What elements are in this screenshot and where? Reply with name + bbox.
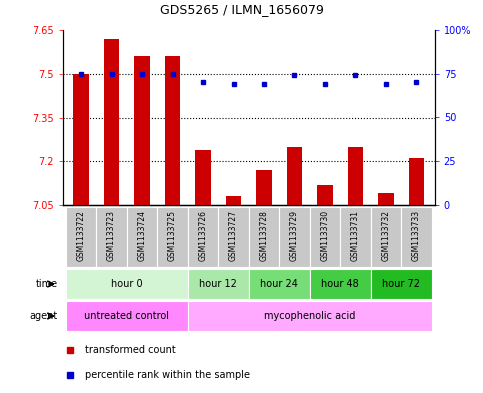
Bar [226, 196, 241, 205]
Bar [370, 207, 401, 267]
Bar [188, 207, 218, 267]
Text: untreated control: untreated control [85, 311, 170, 321]
Text: GSM1133722: GSM1133722 [77, 210, 85, 261]
Text: time: time [36, 279, 58, 289]
Text: hour 0: hour 0 [111, 279, 142, 289]
Bar [370, 269, 432, 299]
Text: GSM1133723: GSM1133723 [107, 210, 116, 261]
Bar [73, 74, 89, 205]
Bar [66, 269, 188, 299]
Bar [134, 56, 150, 205]
Text: GSM1133733: GSM1133733 [412, 210, 421, 261]
Bar [157, 207, 188, 267]
Bar [66, 301, 188, 331]
Text: GSM1133725: GSM1133725 [168, 210, 177, 261]
Text: hour 24: hour 24 [260, 279, 298, 289]
Text: mycophenolic acid: mycophenolic acid [264, 311, 355, 321]
Bar [279, 207, 310, 267]
Text: GSM1133729: GSM1133729 [290, 210, 299, 261]
Bar [378, 193, 394, 205]
Text: transformed count: transformed count [85, 345, 176, 355]
Bar [409, 158, 424, 205]
Bar [401, 207, 432, 267]
Text: GSM1133726: GSM1133726 [199, 210, 208, 261]
Text: GSM1133728: GSM1133728 [259, 210, 269, 261]
Bar [218, 207, 249, 267]
Text: hour 12: hour 12 [199, 279, 237, 289]
Text: GSM1133730: GSM1133730 [320, 210, 329, 261]
Text: hour 48: hour 48 [321, 279, 359, 289]
Text: GDS5265 / ILMN_1656079: GDS5265 / ILMN_1656079 [159, 3, 324, 16]
Bar [249, 269, 310, 299]
Bar [196, 150, 211, 205]
Text: GSM1133732: GSM1133732 [382, 210, 390, 261]
Bar [340, 207, 370, 267]
Bar [96, 207, 127, 267]
Bar [249, 207, 279, 267]
Bar [310, 207, 340, 267]
Bar [256, 170, 271, 205]
Bar [188, 301, 432, 331]
Text: GSM1133727: GSM1133727 [229, 210, 238, 261]
Bar [348, 147, 363, 205]
Bar [287, 147, 302, 205]
Text: GSM1133724: GSM1133724 [138, 210, 146, 261]
Bar [104, 39, 119, 205]
Bar [127, 207, 157, 267]
Bar [317, 185, 333, 205]
Text: GSM1133731: GSM1133731 [351, 210, 360, 261]
Bar [165, 56, 180, 205]
Bar [188, 269, 249, 299]
Text: hour 72: hour 72 [382, 279, 420, 289]
Text: agent: agent [30, 311, 58, 321]
Bar [66, 207, 96, 267]
Bar [310, 269, 370, 299]
Text: percentile rank within the sample: percentile rank within the sample [85, 370, 250, 380]
